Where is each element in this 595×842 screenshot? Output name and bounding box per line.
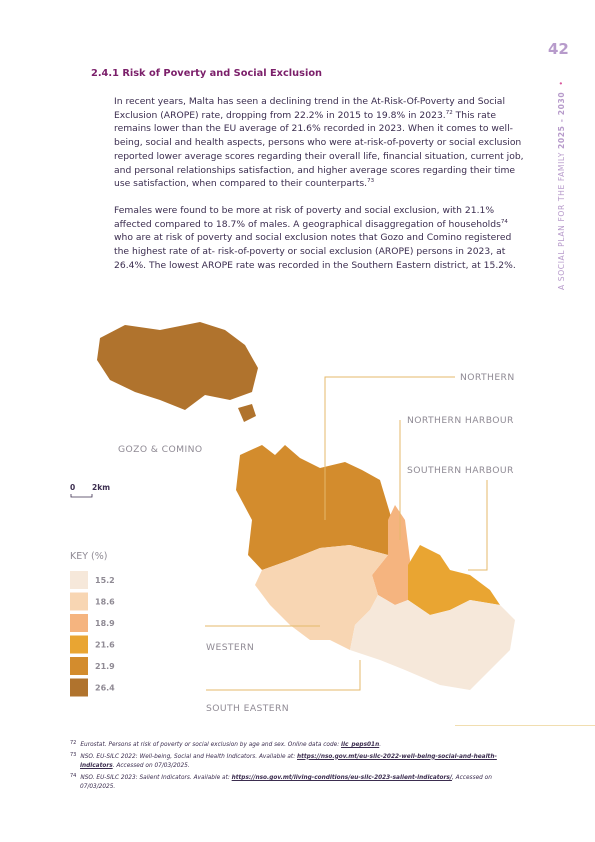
footnotes: 72 Eurostat. Persons at risk of poverty o… — [70, 739, 520, 793]
scale-start: 0 — [70, 483, 75, 492]
text: Females were found to be more at risk of… — [114, 204, 501, 230]
footnote: 73 NSO. EU-SILC 2022: Well-being, Social … — [70, 751, 520, 772]
footnote-link[interactable]: https://nso.gov.mt/living-conditions/eu-… — [231, 774, 452, 781]
region-label: NORTHERN — [460, 372, 515, 383]
map: GOZO & COMINO NORTHERN NORTHERN HARBOUR … — [70, 322, 515, 714]
key-value: 18.6 — [95, 598, 115, 607]
footnote-link[interactable]: https://nso.gov.mt/eu-silc-2022-well-bei… — [80, 753, 497, 770]
region-label: WESTERN — [206, 642, 254, 653]
footnote-ref: 74 — [500, 218, 508, 225]
sidebar: A SOCIAL PLAN FOR THE FAMILY 2025 - 2030… — [557, 70, 566, 290]
footnote-text: NSO. EU-SILC 2023: Salient Indicators. A… — [80, 774, 232, 781]
footnote-number: 73 — [70, 751, 77, 758]
key-value: 21.9 — [95, 662, 115, 671]
footnote-text: . Accessed on 07/03/2025. — [112, 763, 190, 770]
section-heading: 2.4.1 Risk of Poverty and Social Exclusi… — [91, 68, 322, 79]
footnote-text: NSO. EU-SILC 2022: Well-being, Social an… — [80, 753, 297, 760]
region-south-eastern — [350, 595, 515, 690]
text: who are at risk of poverty and social ex… — [114, 232, 516, 271]
footnote-link[interactable]: ilc_peps01n — [341, 742, 380, 748]
leader-line — [324, 376, 455, 520]
text: This rate remains lower than the EU aver… — [114, 109, 524, 190]
scale-bar — [70, 494, 93, 498]
region-southern-harbour — [408, 545, 500, 615]
key: 15.2 18.6 18.9 21.6 21.9 26.4 — [70, 571, 115, 697]
page-number: 42 — [548, 40, 569, 58]
text: In recent years, Malta has seen a declin… — [114, 96, 505, 121]
leader-line — [206, 660, 361, 691]
key-swatch — [70, 635, 88, 654]
leader-line — [468, 480, 488, 571]
region-western — [255, 545, 388, 650]
sidebar-text: A SOCIAL PLAN FOR THE FAMILY — [557, 152, 566, 290]
paragraph: Females were found to be more at risk of… — [114, 204, 526, 273]
key-value: 26.4 — [95, 684, 115, 693]
region-label: SOUTH EASTERN — [206, 703, 289, 714]
footnote-text: , Accessed on 07/03/2025. — [80, 774, 492, 791]
footnote: 74 NSO. EU-SILC 2023: Salient Indicators.… — [70, 772, 520, 793]
region-comino — [238, 404, 256, 422]
key-swatch — [70, 592, 88, 611]
footnote-text: . — [379, 742, 382, 748]
region-gozo — [97, 322, 258, 410]
key-swatch — [70, 678, 88, 697]
sidebar-years: 2025 - 2030 — [557, 91, 566, 149]
footnote-text: Eurostat. Persons at risk of poverty or … — [80, 742, 342, 748]
region-label: GOZO & COMINO — [118, 444, 202, 455]
footnote: 72 Eurostat. Persons at risk of poverty o… — [70, 739, 520, 751]
key-swatch — [70, 657, 88, 675]
scale-end: 2km — [92, 483, 110, 492]
rule — [455, 725, 595, 726]
heading-number: 2.4.1 — [91, 68, 119, 79]
paragraph: In recent years, Malta has seen a declin… — [114, 95, 526, 191]
body-text: In recent years, Malta has seen a declin… — [114, 95, 526, 285]
footnote-number: 72 — [70, 740, 77, 746]
footnote-ref: 73 — [367, 178, 375, 185]
key-swatch — [70, 614, 88, 632]
key-title: KEY (%) — [70, 551, 108, 562]
key-value: 21.6 — [95, 641, 115, 650]
footnote-ref: 72 — [445, 109, 453, 116]
sidebar-dot: • — [557, 80, 566, 89]
region-northern — [236, 445, 392, 570]
region-label: NORTHERN HARBOUR — [407, 415, 514, 426]
key-value: 18.9 — [95, 619, 115, 628]
heading-title: Risk of Poverty and Social Exclusion — [122, 68, 323, 79]
key-swatch — [70, 571, 88, 589]
key-value: 15.2 — [95, 576, 115, 585]
region-label: SOUTHERN HARBOUR — [407, 465, 514, 476]
footnote-number: 74 — [70, 772, 77, 779]
